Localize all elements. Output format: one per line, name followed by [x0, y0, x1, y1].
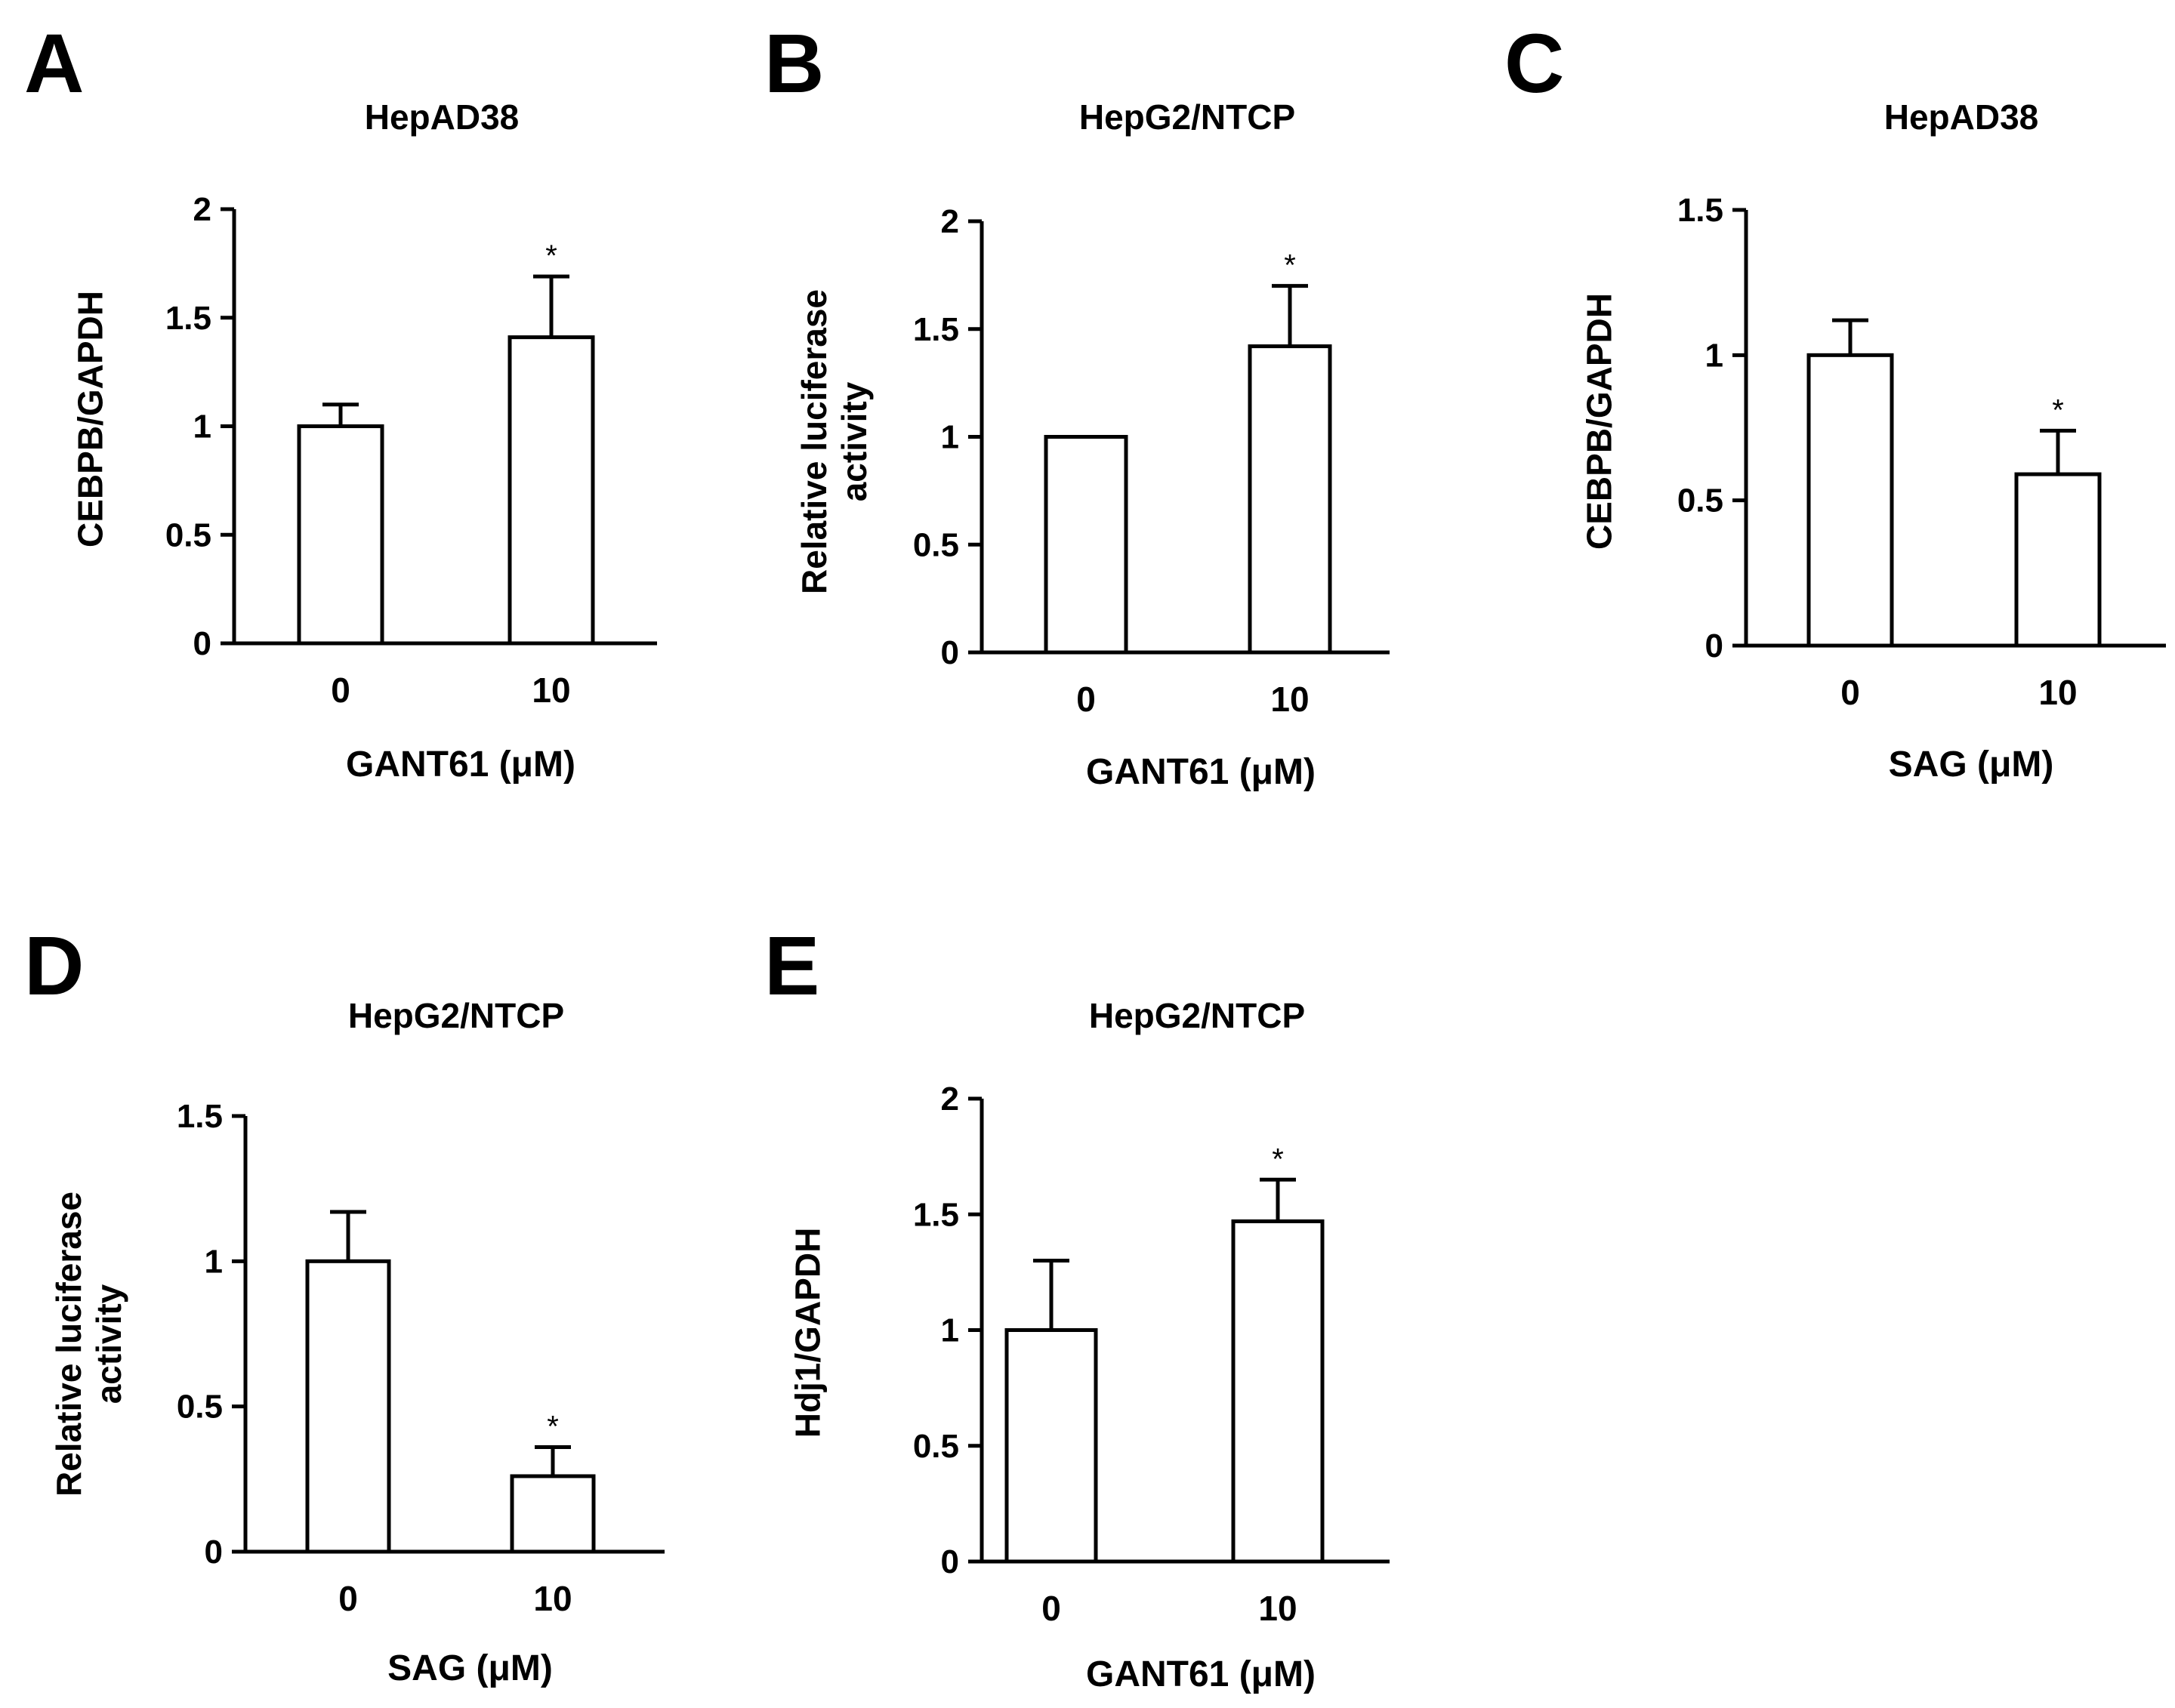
panel-letter-d: D — [24, 920, 85, 1013]
y-tick-label: 0 — [1705, 627, 1723, 664]
y-axis-label-line: CEBPB/GAPDH — [70, 291, 110, 547]
y-tick-label: 2 — [941, 203, 959, 240]
y-axis-label-e: Hdj1/GAPDH — [788, 1228, 828, 1438]
significance-marker: * — [1272, 1142, 1284, 1176]
chart-panel-b: 0 0.5 1 1.5 2 0 10 * — [913, 203, 1390, 719]
y-axis-label-line: Relative luciferase — [794, 288, 835, 595]
y-axis-label-c: CEBPB/GAPDH — [1580, 293, 1620, 550]
y-tick-label: 0.5 — [177, 1389, 223, 1426]
y-tick-label: 1.5 — [165, 300, 211, 337]
chart-panel-e: 0 0.5 1 1.5 2 0 10 * — [913, 1081, 1390, 1628]
panel-letter-e: E — [764, 920, 820, 1013]
y-tick-label: 1.5 — [177, 1098, 223, 1135]
significance-marker: * — [1284, 249, 1296, 282]
chart-title-c: HepAD38 — [1883, 97, 2039, 137]
y-tick-label: 0.5 — [1677, 482, 1723, 519]
panel-letter-c: C — [1504, 17, 1565, 110]
bar — [1044, 435, 1128, 655]
y-tick-label: 1 — [205, 1243, 223, 1280]
y-axis-label-line: CEBPB/GAPDH — [1579, 293, 1619, 550]
y-tick-label: 1.5 — [913, 1196, 959, 1233]
y-tick-label: 1 — [941, 419, 959, 456]
bar — [508, 335, 595, 646]
chart-panel-c: 0 0.5 1 1.5 0 10 * — [1677, 192, 2166, 712]
chart-title-e: HepG2/NTCP — [1088, 996, 1306, 1035]
x-axis-label-d: SAG (μM) — [387, 1648, 553, 1688]
x-axis-label-b: GANT61 (μM) — [1085, 752, 1316, 792]
y-tick-label: 0 — [941, 634, 959, 671]
panel-letter-a: A — [24, 17, 85, 110]
bar — [1231, 1219, 1325, 1564]
x-category-label: 10 — [1270, 680, 1309, 719]
y-tick-label: 2 — [193, 191, 211, 228]
y-axis-label-line: Relative luciferase — [49, 1191, 89, 1497]
x-category-label: 10 — [2038, 673, 2077, 712]
panel-letter-b: B — [764, 17, 825, 110]
y-axis-label-line: activity — [89, 1284, 128, 1404]
y-tick-label: 0 — [205, 1534, 223, 1571]
significance-marker: * — [2052, 393, 2064, 427]
y-tick-label: 1 — [193, 409, 211, 445]
bar — [1806, 353, 1894, 648]
x-category-label: 0 — [1840, 673, 1860, 712]
x-axis-label-c: SAG (μM) — [1888, 745, 2054, 785]
x-axis-label-e: GANT61 (μM) — [1085, 1654, 1316, 1694]
chart-title-a: HepAD38 — [364, 97, 520, 137]
x-category-label: 10 — [533, 1579, 572, 1618]
significance-marker: * — [545, 239, 557, 273]
x-category-label: 10 — [532, 671, 570, 710]
chart-panel-d: 0 0.5 1 1.5 0 10 * — [177, 1098, 665, 1618]
y-tick-label: 1.5 — [913, 311, 959, 348]
significance-marker: * — [547, 1410, 559, 1444]
y-tick-label: 0.5 — [913, 526, 959, 563]
x-category-label: 0 — [1076, 680, 1096, 719]
x-category-label: 10 — [1258, 1589, 1297, 1628]
chart-panel-a: 0 0.5 1 1.5 2 0 10 * — [165, 191, 657, 710]
bar — [305, 1259, 391, 1554]
bar — [1248, 344, 1332, 655]
y-tick-label: 2 — [941, 1081, 959, 1118]
bar — [2014, 472, 2102, 648]
y-axis-label-line: activity — [835, 381, 874, 502]
x-category-label: 0 — [1041, 1589, 1061, 1628]
y-tick-label: 0.5 — [913, 1428, 959, 1465]
bar — [297, 424, 384, 646]
y-axis-label-line: Hdj1/GAPDH — [788, 1227, 828, 1438]
chart-title-b: HepG2/NTCP — [1078, 97, 1296, 137]
x-axis-label-a: GANT61 (μM) — [345, 745, 576, 785]
x-category-label: 0 — [331, 671, 350, 710]
x-category-label: 0 — [338, 1579, 358, 1618]
y-tick-label: 1 — [1705, 337, 1723, 374]
bar — [510, 1474, 596, 1554]
y-tick-label: 0 — [941, 1543, 959, 1580]
y-axis-label-b: Relative luciferase activity — [794, 289, 875, 594]
bar — [1004, 1328, 1098, 1564]
y-axis-label-a: CEBPB/GAPDH — [71, 291, 111, 547]
chart-title-d: HepG2/NTCP — [347, 996, 565, 1035]
y-tick-label: 1 — [941, 1312, 959, 1349]
y-axis-label-d: Relative luciferase activity — [49, 1192, 129, 1497]
y-tick-label: 1.5 — [1677, 192, 1723, 229]
y-tick-label: 0.5 — [165, 516, 211, 553]
y-tick-label: 0 — [193, 625, 211, 662]
